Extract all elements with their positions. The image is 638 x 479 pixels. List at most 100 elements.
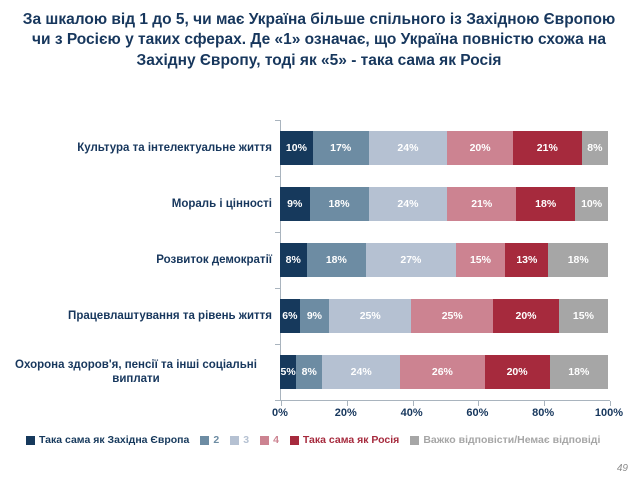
chart-row: Мораль і цінності 9% 18% 24% 21% 18% 10% <box>0 176 608 232</box>
bar-segment: 8% <box>280 243 307 277</box>
x-axis-tick-label: 60% <box>466 407 489 419</box>
bar-segment: 9% <box>299 299 330 333</box>
bar-value-label: 10% <box>285 142 307 154</box>
bar-rows: Культура та інтелектуальне життя 10% 17% 24… <box>0 120 609 400</box>
bar-segment: 17% <box>312 131 369 165</box>
bar-value-label: 20% <box>469 142 491 154</box>
legend-item: 2 <box>200 434 219 446</box>
stacked-bar-chart: Культура та інтелектуальне життя 10% 17% 24… <box>0 120 638 420</box>
bar-segment: 20% <box>484 355 550 389</box>
bar-segment: 24% <box>368 131 448 165</box>
category-label: Розвиток демократії <box>156 253 272 266</box>
bar-value-label: 24% <box>350 366 372 378</box>
x-axis-tick <box>610 401 611 406</box>
bar-value-label: 15% <box>469 254 491 266</box>
category-label-cell: Мораль і цінності <box>0 197 280 211</box>
bar-segment: 13% <box>505 243 549 277</box>
chart-row: Культура та інтелектуальне життя 10% 17% 24… <box>0 120 608 176</box>
category-label-cell: Охорона здоров'я, пенсії та інші соціаль… <box>0 358 280 387</box>
category-label-cell: Розвиток демократії <box>0 253 280 267</box>
legend-swatch <box>289 435 299 445</box>
bar-segment: 9% <box>280 187 310 221</box>
bar-value-label: 21% <box>536 142 558 154</box>
bar-segment: 24% <box>368 187 448 221</box>
bar-value-label: 27% <box>400 254 422 266</box>
bar-segment: 10% <box>575 187 608 221</box>
bar-segment: 8% <box>296 355 323 389</box>
bar-segment: 25% <box>329 299 412 333</box>
legend-label: Важко відповісти/Немає відповіді <box>423 434 601 446</box>
legend-label: 4 <box>273 434 279 446</box>
bar-segment: 26% <box>400 355 485 389</box>
bar-value-label: 24% <box>397 142 419 154</box>
chart-row: Розвиток демократії 8% 18% 27% 15% 13% 18% <box>0 232 609 288</box>
legend-swatch <box>230 435 240 445</box>
bar-value-label: 18% <box>328 198 350 210</box>
bar-value-label: 8% <box>285 254 301 266</box>
bar-track: 5% 8% 24% 26% 20% 18% <box>280 355 608 389</box>
bar-segment: 18% <box>548 243 609 277</box>
category-label: Мораль і цінності <box>171 197 272 210</box>
legend-item: Така сама як Західна Європа <box>26 434 189 446</box>
bar-track: 8% 18% 27% 15% 13% 18% <box>280 243 609 277</box>
bar-segment: 5% <box>280 355 297 389</box>
category-label-cell: Працевлаштування та рівень життя <box>0 309 280 323</box>
bar-value-label: 5% <box>280 366 296 378</box>
bar-segment: 20% <box>447 131 513 165</box>
bar-segment: 18% <box>309 187 369 221</box>
bar-segment: 15% <box>455 243 506 277</box>
bar-value-label: 10% <box>581 198 603 210</box>
x-axis-tick-label: 100% <box>594 407 624 419</box>
bar-value-label: 9% <box>287 198 303 210</box>
legend-swatch <box>410 435 420 445</box>
bar-segment: 6% <box>280 299 300 333</box>
legend-item: Важко відповісти/Немає відповіді <box>410 434 600 446</box>
category-label-cell: Культура та інтелектуальне життя <box>0 141 280 155</box>
legend-label: Така сама як Західна Європа <box>39 434 190 446</box>
bar-segment: 10% <box>280 131 313 165</box>
x-axis-labels: 0% 20% 40% 60% 80% 100% <box>272 407 623 421</box>
legend-label: 3 <box>243 434 250 446</box>
category-label: Працевлаштування та рівень життя <box>68 309 272 322</box>
legend-swatch <box>260 435 270 445</box>
bar-value-label: 18% <box>325 254 347 266</box>
bar-track: 10% 17% 24% 20% 21% 8% <box>280 131 608 165</box>
x-axis-tick <box>478 401 480 406</box>
bar-track: 6% 9% 25% 25% 20% 15% <box>280 299 608 333</box>
bar-segment: 20% <box>493 299 559 333</box>
bar-segment: 27% <box>366 243 456 277</box>
bar-value-label: 15% <box>572 310 594 322</box>
legend: Така сама як Західна Європа 2 3 4 Така сама … <box>26 434 634 446</box>
bar-segment: 18% <box>549 355 608 389</box>
x-axis-tick <box>544 401 546 406</box>
bar-value-label: 9% <box>306 310 323 322</box>
bar-value-label: 21% <box>471 198 493 210</box>
bar-track: 9% 18% 24% 21% 18% 10% <box>280 187 608 221</box>
page-number: 49 <box>616 463 628 474</box>
bar-value-label: 25% <box>359 310 381 322</box>
bar-segment: 25% <box>411 299 494 333</box>
bar-value-label: 18% <box>567 254 589 266</box>
bar-segment: 24% <box>322 355 401 389</box>
bar-segment: 21% <box>447 187 517 221</box>
bar-value-label: 8% <box>301 366 317 378</box>
bar-value-label: 18% <box>568 366 590 378</box>
x-axis-tick-label: 80% <box>532 407 555 419</box>
bar-value-label: 6% <box>282 310 298 322</box>
x-axis-tick <box>412 401 414 406</box>
x-axis-tick-label: 20% <box>334 407 357 419</box>
category-label: Культура та інтелектуальне життя <box>77 141 272 154</box>
bar-value-label: 18% <box>535 198 557 210</box>
legend-swatch <box>200 435 210 445</box>
chart-row: Працевлаштування та рівень життя 6% 9% 25% 2… <box>0 288 608 344</box>
bar-segment: 21% <box>512 131 582 165</box>
y-axis-tick <box>275 400 280 401</box>
legend-item: 4 <box>260 434 279 446</box>
chart-title: За шкалою від 1 до 5, чи має Україна біл… <box>22 11 616 69</box>
x-axis-tick-label: 0% <box>272 407 288 419</box>
category-label: Охорона здоров'я, пенсії та інші соціаль… <box>15 358 257 385</box>
bar-value-label: 25% <box>441 310 463 322</box>
x-axis-tick <box>346 401 348 406</box>
bar-segment: 18% <box>306 243 367 277</box>
